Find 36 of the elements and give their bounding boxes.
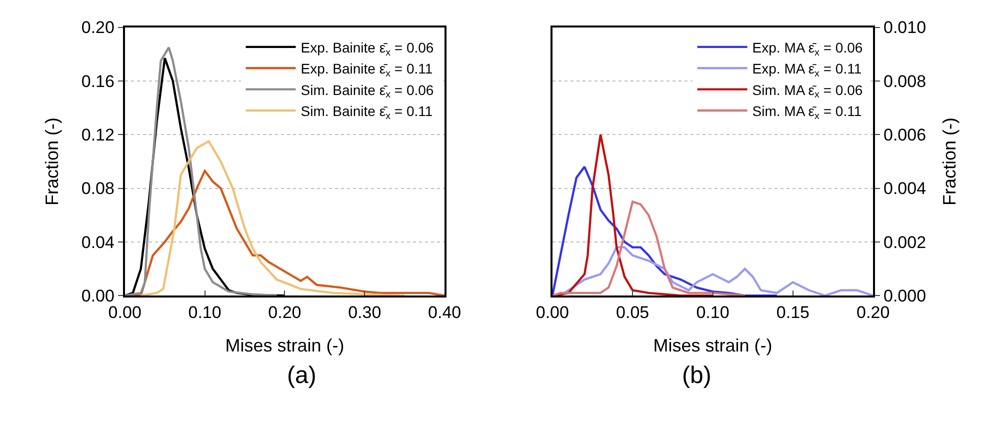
y2-tick-label: 0.002: [884, 232, 926, 252]
x-tick-label: 0.10: [696, 303, 730, 322]
legend-label: Sim. MA ε̄$_{x}$ = 0.06: [752, 82, 863, 101]
x-tick-label: 0.40: [428, 303, 462, 322]
legend-label: Sim. Bainite ε̄$_{x}$ = 0.06: [300, 82, 434, 101]
y-axis-title: Fraction (-): [42, 117, 62, 206]
y2-axis-title: Fraction (-): [940, 117, 960, 206]
text: (b): [682, 362, 712, 389]
x-tick-label: 0.05: [616, 303, 650, 322]
legend-label: Exp. Bainite ε̄$_{x}$ = 0.11: [300, 60, 433, 80]
y-tick-label: 0.16: [81, 72, 114, 91]
y-tick-label: 0.12: [81, 126, 114, 145]
x-tick-label: 0.10: [188, 303, 222, 322]
legend-label: Exp. MA ε̄$_{x}$ = 0.11: [752, 60, 862, 80]
x-tick-label: 0.20: [856, 303, 890, 322]
x-tick-label: 0.00: [536, 303, 569, 322]
x-tick-label: 0.20: [268, 303, 302, 322]
x-axis-title: Mises strain (-): [653, 336, 772, 356]
y2-tick-label: 0.000: [884, 286, 926, 306]
x-axis-title: Mises strain (-): [225, 336, 344, 356]
y-tick-label: 0.00: [81, 286, 114, 306]
y2-tick-label: 0.010: [884, 18, 926, 38]
y2-tick-label: 0.008: [884, 72, 926, 91]
y-tick-label: 0.20: [81, 18, 114, 38]
y-tick-label: 0.08: [81, 179, 114, 198]
legend-label: Sim. Bainite ε̄$_{x}$ = 0.11: [300, 102, 433, 122]
y2-tick-label: 0.004: [884, 179, 926, 198]
text: (a): [287, 362, 316, 389]
legend-label: Sim. MA ε̄$_{x}$ = 0.11: [752, 102, 862, 122]
x-tick-label: 0.00: [108, 303, 142, 322]
x-tick-label: 0.15: [776, 303, 810, 322]
x-tick-label: 0.30: [348, 303, 382, 322]
y2-tick-label: 0.006: [884, 126, 926, 145]
y-tick-label: 0.04: [81, 232, 114, 252]
legend-label: Exp. MA ε̄$_{x}$ = 0.06: [752, 39, 863, 58]
legend-label: Exp. Bainite ε̄$_{x}$ = 0.06: [300, 39, 434, 58]
